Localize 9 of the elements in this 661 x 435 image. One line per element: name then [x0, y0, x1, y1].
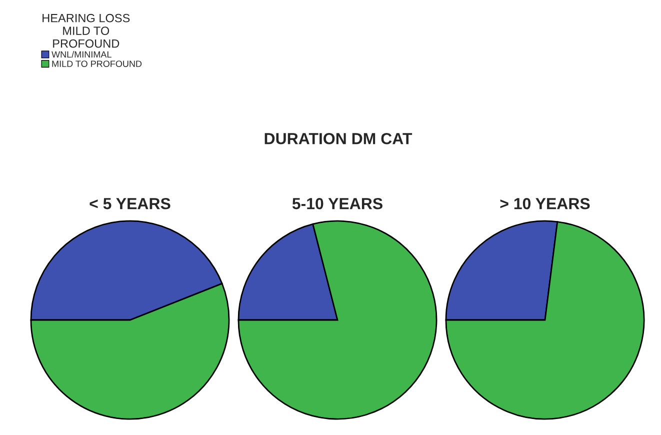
chart-title: 5-10 YEARS — [292, 198, 382, 210]
text: DURATION DM CAT — [264, 132, 412, 144]
text: < 5 YEARS — [90, 198, 170, 210]
pie-slice — [238, 220, 438, 420]
legend-title: HEARING LOSS MILD TO PROFOUND — [42, 14, 130, 48]
legend-label: MILD TO PROFOUND — [52, 60, 142, 67]
legend-label: WNL/MINIMAL — [52, 51, 112, 58]
pie-slice — [445, 221, 645, 420]
chart-title: > 10 YEARS — [500, 198, 590, 210]
